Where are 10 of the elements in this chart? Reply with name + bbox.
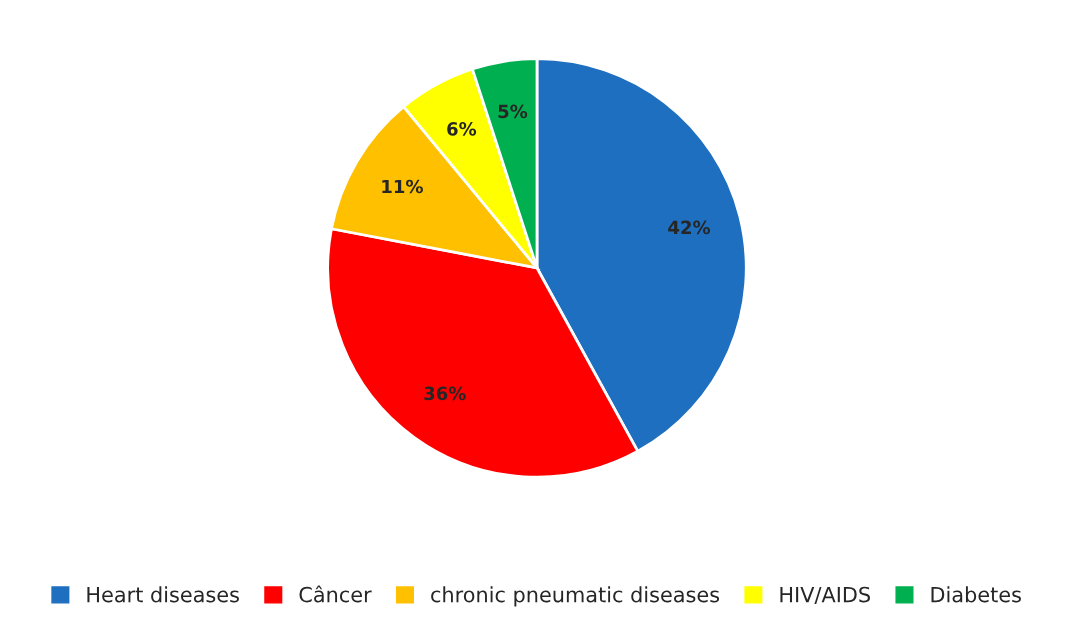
legend-label: HIV/AIDS bbox=[780, 586, 870, 605]
data-label: 42% bbox=[668, 220, 711, 235]
data-label: 5% bbox=[498, 104, 528, 119]
data-label: 11% bbox=[382, 179, 423, 194]
data-label: 6% bbox=[447, 122, 477, 136]
data-label: 36% bbox=[424, 386, 466, 401]
legend-label: Heart diseases bbox=[87, 586, 239, 603]
legend-label: chronic pneumatic diseases bbox=[431, 586, 720, 607]
legend-label: Câncer bbox=[299, 585, 372, 603]
legend-label: Diabetes bbox=[931, 586, 1021, 603]
